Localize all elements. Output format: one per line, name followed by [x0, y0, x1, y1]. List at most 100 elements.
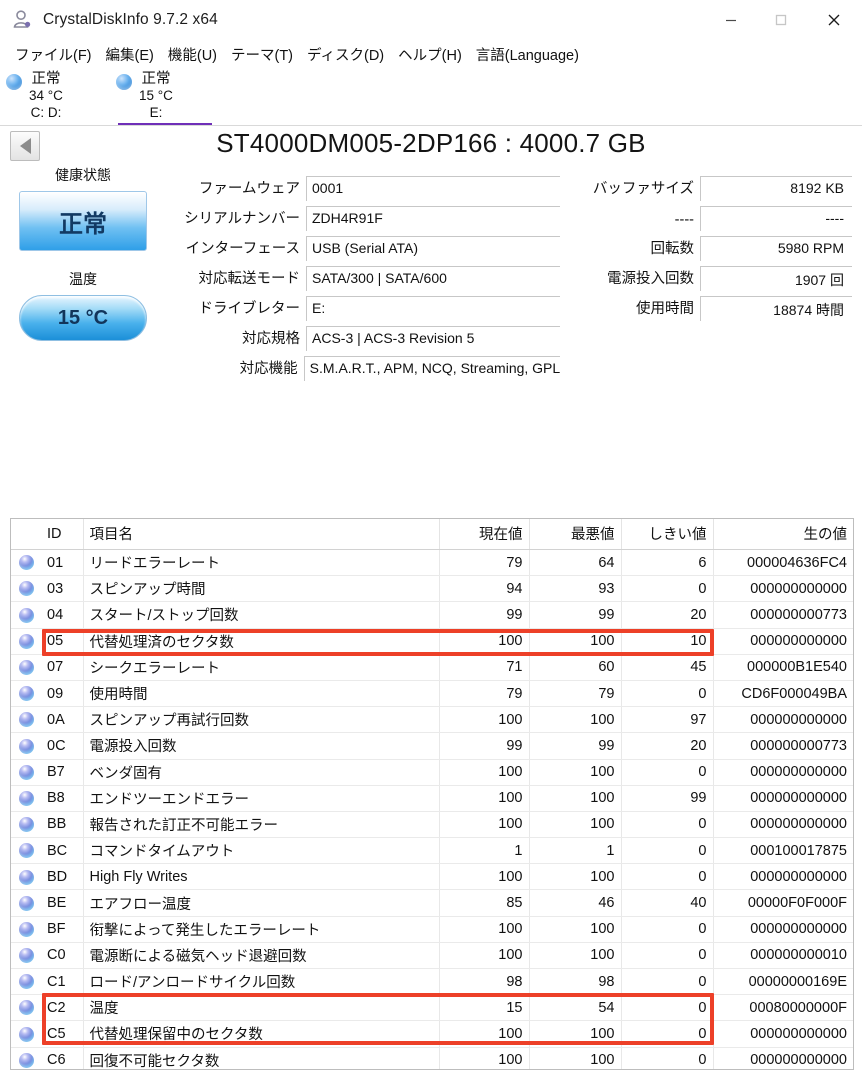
- disk-tab-drives: C: D:: [30, 105, 62, 120]
- status-good-icon: [11, 628, 41, 655]
- field-drive-letter: ドライブレター E:: [160, 291, 560, 321]
- field-label: 対応機能: [239, 361, 298, 377]
- attribute-current: 98: [439, 968, 530, 996]
- table-row[interactable]: 0C 電源投入回数 99 99 20 000000000773: [11, 732, 853, 760]
- attribute-id: C2: [41, 994, 84, 1022]
- status-bullet-icon: [18, 607, 34, 623]
- attribute-name: エンドツーエンドエラー: [83, 785, 440, 812]
- attribute-worst: 99: [529, 601, 622, 629]
- column-header-raw[interactable]: 生の値: [713, 519, 853, 550]
- disk-model-title: ST4000DM005-2DP166 : 4000.7 GB: [216, 128, 646, 158]
- attribute-worst: 100: [529, 1020, 622, 1048]
- attribute-id: C0: [41, 942, 84, 970]
- attribute-name: 代替処理保留中のセクタ数: [83, 1020, 440, 1048]
- attribute-id: C5: [41, 1020, 84, 1048]
- table-row[interactable]: 09 使用時間 79 79 0 CD6F000049BA: [11, 680, 853, 708]
- attribute-threshold: 0: [621, 994, 714, 1022]
- attribute-current: 100: [439, 1020, 530, 1048]
- attribute-raw: 000000000000: [713, 759, 853, 786]
- close-button[interactable]: [806, 0, 862, 40]
- attribute-threshold: 0: [621, 863, 714, 891]
- attribute-raw: 000000000000: [713, 811, 853, 839]
- table-row[interactable]: C6 回復不可能セクタ数 100 100 0 000000000000: [11, 1047, 853, 1069]
- menu-edit[interactable]: 編集(E): [105, 47, 154, 64]
- previous-disk-button[interactable]: [10, 131, 40, 161]
- table-row[interactable]: C2 温度 15 54 0 00080000000F: [11, 994, 853, 1022]
- table-row[interactable]: 07 シークエラーレート 71 60 45 000000B1E540: [11, 654, 853, 681]
- attribute-worst: 99: [529, 732, 622, 760]
- attribute-raw: 000000000000: [713, 863, 853, 891]
- status-bullet-icon: [18, 555, 34, 571]
- menu-disk[interactable]: ディスク(D): [307, 47, 385, 64]
- attribute-id: 03: [41, 575, 84, 603]
- status-bullet-icon: [18, 712, 34, 728]
- status-good-icon: [11, 732, 41, 760]
- table-row[interactable]: 05 代替処理済のセクタ数 100 100 10 000000000000: [11, 628, 853, 655]
- table-row[interactable]: 04 スタート/ストップ回数 99 99 20 000000000773: [11, 601, 853, 629]
- health-status-button[interactable]: 正常: [19, 191, 147, 251]
- table-row[interactable]: C0 電源断による磁気ヘッド退避回数 100 100 0 000000000010: [11, 942, 853, 970]
- temperature-badge[interactable]: 15 °C: [19, 295, 147, 341]
- column-header-worst[interactable]: 最悪値: [529, 519, 622, 550]
- maximize-button[interactable]: [756, 0, 806, 40]
- table-row[interactable]: B8 エンドツーエンドエラー 100 100 99 000000000000: [11, 785, 853, 812]
- table-row[interactable]: BE エアフロー温度 85 46 40 00000F0F000F: [11, 889, 853, 917]
- table-row[interactable]: C5 代替処理保留中のセクタ数 100 100 0 000000000000: [11, 1020, 853, 1048]
- column-header-threshold[interactable]: しきい値: [621, 519, 714, 550]
- field-label: 使用時間: [636, 301, 694, 317]
- table-row[interactable]: 0A スピンアップ再試行回数 100 100 97 000000000000: [11, 706, 853, 734]
- attribute-id: BC: [41, 837, 84, 865]
- status-bullet-icon: [18, 790, 34, 806]
- field-rotation-rate: 回転数 5980 RPM: [590, 231, 852, 261]
- attribute-current: 100: [439, 863, 530, 891]
- field-label: 回転数: [650, 241, 695, 257]
- smart-attributes-table[interactable]: ID 項目名 現在値 最悪値 しきい値 生の値 01 リードエラーレート 79 64 6…: [10, 518, 854, 1070]
- attribute-worst: 100: [529, 863, 622, 891]
- disk-tab-underline-active: [118, 123, 212, 126]
- disk-tab-cd[interactable]: 正常 34 °C C: D:: [0, 70, 110, 126]
- disk-status-icon: [116, 74, 132, 90]
- menu-file[interactable]: ファイル(F): [15, 47, 92, 64]
- disk-tab-status: 正常: [141, 71, 171, 87]
- table-row[interactable]: B7 ベンダ固有 100 100 0 000000000000: [11, 759, 853, 786]
- attribute-threshold: 0: [621, 837, 714, 865]
- attribute-name: 電源断による磁気ヘッド退避回数: [83, 942, 440, 970]
- attribute-name: シークエラーレート: [83, 654, 440, 681]
- table-row[interactable]: BC コマンドタイムアウト 1 1 0 000100017875: [11, 837, 853, 865]
- column-header-current[interactable]: 現在値: [439, 519, 530, 550]
- attribute-current: 100: [439, 811, 530, 839]
- status-good-icon: [11, 968, 41, 996]
- main-panel: ST4000DM005-2DP166 : 4000.7 GB 健康状態 正常 温…: [0, 126, 862, 1080]
- status-bullet-icon: [18, 974, 34, 990]
- attribute-raw: 000100017875: [713, 837, 853, 865]
- menu-function[interactable]: 機能(U): [167, 47, 217, 64]
- column-header-id[interactable]: ID: [41, 519, 84, 550]
- table-row[interactable]: 01 リードエラーレート 79 64 6 000004636FC4: [11, 549, 853, 577]
- title-bar: CrystalDiskInfo 9.7.2 x64: [0, 0, 862, 40]
- table-row[interactable]: BF 衔撃によって発生したエラーレート 100 100 0 000000000000: [11, 916, 853, 943]
- status-good-icon: [11, 601, 41, 629]
- disk-tab-e[interactable]: 正常 15 °C E:: [110, 70, 220, 126]
- minimize-button[interactable]: [706, 0, 756, 40]
- menu-language[interactable]: 言語(Language): [475, 47, 579, 64]
- table-row[interactable]: BB 報告された訂正不可能エラー 100 100 0 000000000000: [11, 811, 853, 839]
- field-label: インターフェース: [185, 241, 300, 257]
- menu-theme[interactable]: テーマ(T): [231, 47, 294, 64]
- app-icon: [12, 9, 34, 31]
- attribute-raw: 000000B1E540: [713, 654, 853, 681]
- attribute-current: 85: [439, 889, 530, 917]
- column-header-name[interactable]: 項目名: [83, 519, 440, 550]
- menu-help[interactable]: ヘルプ(H): [398, 47, 462, 64]
- window-controls: [706, 0, 862, 40]
- field-label: 電源投入回数: [607, 271, 694, 287]
- table-row[interactable]: 03 スピンアップ時間 94 93 0 000000000000: [11, 575, 853, 603]
- disk-tab-temperature: 34 °C: [29, 88, 63, 104]
- table-row[interactable]: BD High Fly Writes 100 100 0 000000000000: [11, 863, 853, 891]
- attribute-worst: 46: [529, 889, 622, 917]
- field-interface: インターフェース USB (Serial ATA): [160, 231, 560, 261]
- attribute-worst: 100: [529, 1047, 622, 1069]
- attribute-threshold: 0: [621, 811, 714, 839]
- table-row[interactable]: C1 ロード/アンロードサイクル回数 98 98 0 00000000169E: [11, 968, 853, 996]
- attribute-raw: 000004636FC4: [713, 549, 853, 577]
